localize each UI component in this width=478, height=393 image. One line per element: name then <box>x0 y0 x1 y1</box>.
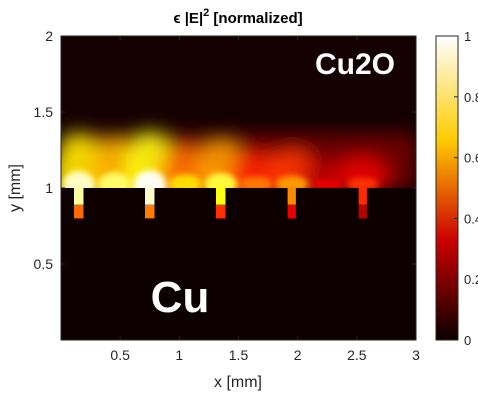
axes: 0.5 1 1.5 2 2.5 3 0.5 1 1.5 2 <box>34 28 421 363</box>
groove-field-top <box>216 188 226 205</box>
region-label-cu2o: Cu2O <box>315 48 395 81</box>
groove-field-top <box>74 188 84 205</box>
y-tick-label: 1 <box>45 180 53 196</box>
y-tick-label: 0.5 <box>34 256 54 272</box>
copper-block <box>61 188 416 340</box>
groove-field-top <box>358 188 367 205</box>
colorbar-tick-label: 0.6 <box>464 151 478 166</box>
colorbar-tick-label: 0.8 <box>464 90 478 105</box>
chart-title-main: ϵ |E| <box>173 10 203 27</box>
x-tick-label: 2 <box>294 347 302 363</box>
chart-title-suffix: [normalized] <box>209 10 302 27</box>
groove-field-top <box>287 188 296 205</box>
groove-field-bottom <box>287 204 296 219</box>
chart-title: ϵ |E|2 [normalized] <box>173 7 302 27</box>
colorbar-tick-label: 0 <box>464 333 471 348</box>
groove-field-bottom <box>145 204 155 219</box>
chart-title-superscript: 2 <box>203 7 209 19</box>
plot-area <box>61 36 416 340</box>
colorbar-ticks: 0 0.2 0.4 0.6 0.8 1 <box>454 29 478 348</box>
groove-field-bottom <box>358 204 367 219</box>
groove-field-top <box>145 188 155 205</box>
field-hotspot <box>240 176 273 192</box>
x-tick-label: 2.5 <box>347 347 367 363</box>
y-axis-label: y [mm] <box>7 164 24 212</box>
colorbar-tick-label: 0.4 <box>464 211 478 226</box>
copper-substrate <box>61 188 416 340</box>
y-tick-label: 1.5 <box>34 104 54 120</box>
x-tick-label: 0.5 <box>110 347 130 363</box>
colorbar: 0 0.2 0.4 0.6 0.8 1 <box>435 29 478 348</box>
y-tick-label: 2 <box>45 28 53 44</box>
groove-layer <box>74 188 367 219</box>
region-label-cu: Cu <box>151 273 210 322</box>
field-hotspot <box>346 177 379 191</box>
groove-field-bottom <box>74 204 84 219</box>
x-tick-label: 3 <box>412 347 420 363</box>
x-axis-label: x [mm] <box>214 374 262 391</box>
colorbar-tick-label: 1 <box>464 29 471 44</box>
colorbar-tick-label: 0.2 <box>464 272 478 287</box>
x-tick-label: 1 <box>175 347 183 363</box>
field-hotspot <box>311 179 344 189</box>
x-tick-label: 1.5 <box>229 347 249 363</box>
groove-field-bottom <box>216 204 226 219</box>
colorbar-gradient <box>435 35 459 341</box>
